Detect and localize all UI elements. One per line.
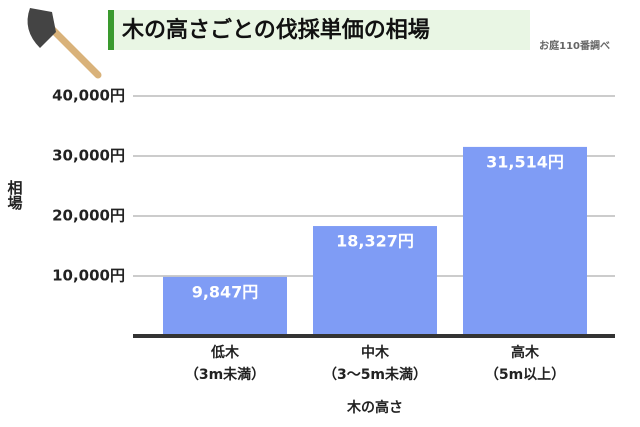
x-tick-label: 低木 （3m未満） (184, 345, 266, 383)
x-tick-label: 中木 （3〜5m未満） (322, 345, 428, 383)
value-label: 9,847円 (192, 282, 259, 301)
axe-icon (27, 8, 102, 79)
y-tick-label: 10,000円 (52, 267, 125, 285)
bar (463, 146, 587, 336)
x-axis-label: 木の高さ (346, 399, 403, 416)
y-tick-label: 20,000円 (52, 207, 125, 225)
title-box (108, 10, 530, 50)
value-label: 18,327円 (336, 232, 414, 251)
y-tick-label: 30,000円 (52, 147, 125, 165)
y-axis-label: 相場 (6, 179, 24, 211)
bar (313, 226, 437, 336)
chart-title: 木の高さごとの伐採単価の相場 (121, 17, 430, 43)
y-tick-label: 40,000円 (52, 87, 125, 105)
source-note: お庭110番調べ (539, 39, 610, 52)
bar (163, 276, 287, 336)
x-tick-label: 高木 （5m以上） (484, 345, 566, 383)
title-accent (108, 10, 114, 50)
value-label: 31,514円 (486, 152, 564, 171)
